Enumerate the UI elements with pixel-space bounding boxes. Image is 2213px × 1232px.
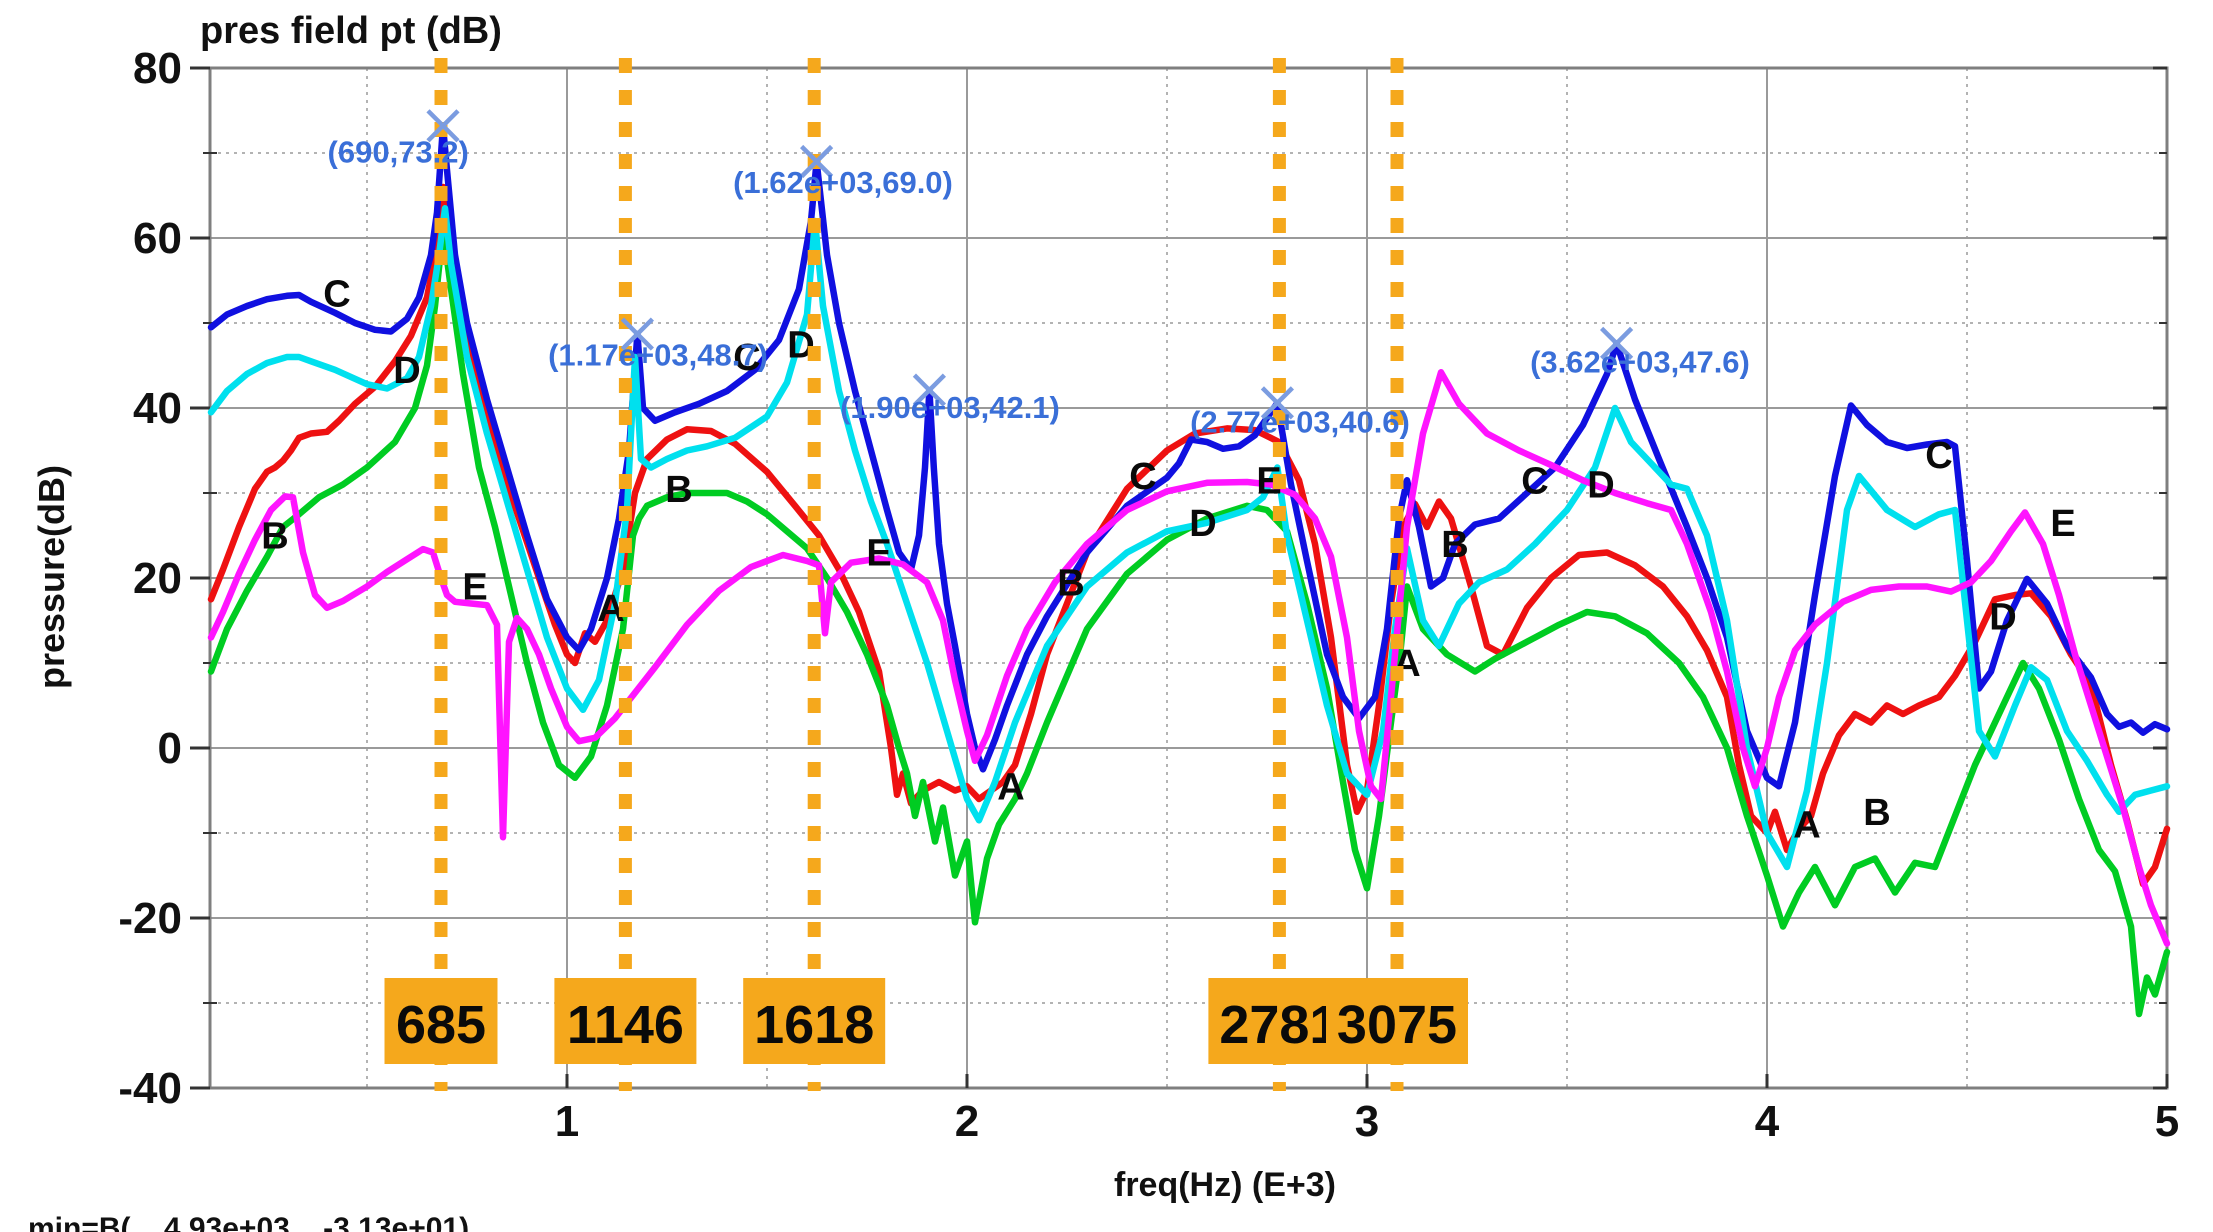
curve-letter-D: D: [1189, 503, 1216, 545]
highlight-frequency-label: 2781: [1219, 995, 1339, 1055]
peak-marker-x: [1600, 326, 1634, 360]
curve-letter-B: B: [261, 516, 288, 558]
y-tick-label: 20: [133, 554, 182, 603]
x-tick-label: 4: [1755, 1097, 1780, 1146]
y-tick-label: 40: [133, 384, 182, 433]
curve-letter-C: C: [1925, 435, 1952, 477]
peak-annotation-label: (690,73.2): [328, 134, 469, 169]
y-tick-label: -20: [118, 894, 182, 943]
curve-letter-E: E: [2050, 503, 2075, 545]
y-axis-label: pressure(dB): [31, 464, 72, 690]
highlight-label-box: [1326, 978, 1468, 1064]
curve-letter-C: C: [323, 273, 350, 315]
peak-marker-x: [912, 373, 946, 407]
curve-letter-E: E: [866, 533, 891, 575]
series-E-curve: [207, 369, 2171, 947]
y-tick-label: -40: [118, 1064, 182, 1113]
highlight-frequency-label: 1146: [567, 995, 684, 1055]
min-max-readout: min=B( 4.93e+03, -3.13e+01) max=C( 6.90e…: [28, 1144, 474, 1232]
highlight-label-box: [743, 978, 886, 1064]
curve-letter-D: D: [1989, 596, 2016, 638]
highlight-frequency-label: 685: [396, 995, 486, 1055]
curve-letter-A: A: [1793, 805, 1820, 847]
series-B-curve: [207, 226, 2171, 1018]
curve-letter-B: B: [1441, 524, 1468, 566]
y-tick-label: 0: [158, 724, 182, 773]
x-tick-label: 1: [555, 1097, 579, 1146]
peak-annotation-label: (1.17e+03,48.7): [548, 337, 768, 372]
peak-annotation-label: (1.90e+03,42.1): [840, 390, 1060, 425]
chart-title: pres field pt (dB): [200, 10, 502, 52]
curve-letter-B: B: [1057, 562, 1084, 604]
curve-letter-C: C: [1521, 460, 1548, 502]
curve-letter-D: D: [393, 350, 420, 392]
x-tick-label: 3: [1355, 1097, 1379, 1146]
peak-marker-x: [800, 144, 834, 179]
series-C-curve: [207, 122, 2171, 790]
peak-annotation-label: (3.62e+03,47.6): [1530, 344, 1750, 379]
peak-marker-x: [1260, 386, 1294, 420]
x-tick-label: 2: [955, 1097, 979, 1146]
curve-letter-B: B: [665, 469, 692, 511]
curve-letter-E: E: [462, 567, 487, 609]
y-tick-label: 60: [133, 214, 182, 263]
highlight-frequency-label: 3075: [1337, 995, 1457, 1055]
min-readout: min=B( 4.93e+03, -3.13e+01): [28, 1212, 470, 1232]
curve-letter-C: C: [1129, 456, 1156, 498]
highlight-label-box: [384, 978, 498, 1064]
peak-marker-x: [620, 317, 654, 351]
y-tick-label: 80: [133, 44, 182, 93]
highlight-label-box: [554, 978, 697, 1064]
x-tick-label: 5: [2155, 1097, 2179, 1146]
peak-marker-x: [426, 109, 460, 143]
x-axis-label: freq(Hz) (E+3): [1114, 1166, 1336, 1204]
curve-letter-A: A: [997, 766, 1024, 808]
peak-annotation-label: (2.77e+03,40.6): [1190, 405, 1410, 440]
series-D-curve: [207, 205, 2171, 871]
curve-letter-B: B: [1863, 792, 1890, 834]
peak-annotation-label: (1.62e+03,69.0): [733, 165, 953, 200]
highlight-frequency-label: 1618: [754, 995, 874, 1055]
curve-letter-D: D: [1587, 465, 1614, 507]
curve-letter-C: C: [733, 337, 760, 379]
